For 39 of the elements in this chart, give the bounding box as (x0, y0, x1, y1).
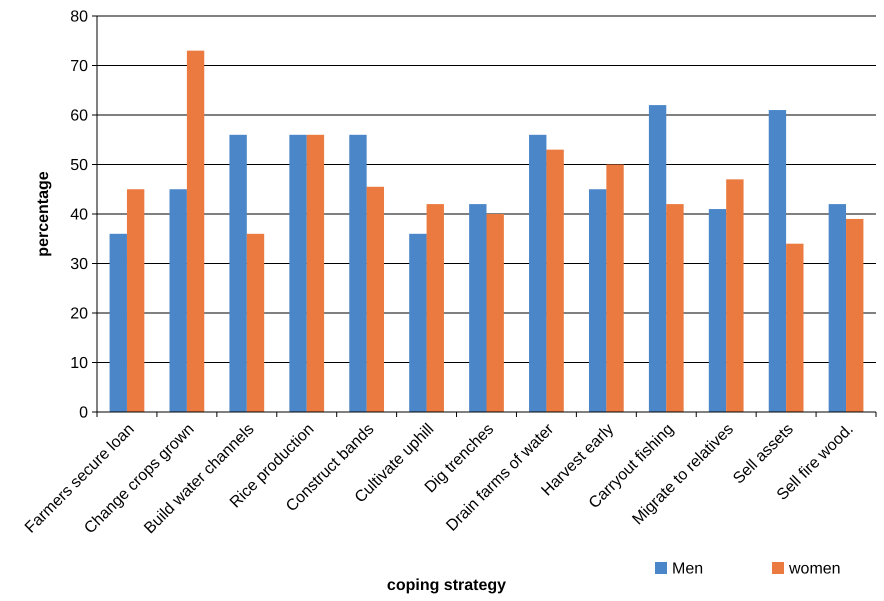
y-axis-title: percentage (35, 171, 52, 257)
bar (529, 134, 546, 412)
y-tick-label: 60 (70, 108, 88, 125)
y-tick-label: 40 (70, 206, 88, 224)
y-tick-label: 80 (70, 8, 88, 26)
bar (828, 204, 846, 412)
bar (588, 189, 606, 412)
bar (229, 134, 247, 412)
y-tick-label: 50 (70, 157, 88, 174)
bar (666, 204, 684, 412)
bar (170, 189, 187, 412)
y-tick-label: 10 (70, 355, 88, 372)
bar (606, 164, 624, 412)
x-axis-title: coping strategy (386, 577, 506, 594)
bar (726, 179, 744, 412)
bar (708, 209, 726, 412)
bar (186, 50, 204, 412)
bar (426, 204, 444, 412)
bar (306, 134, 324, 412)
y-tick-label: 30 (70, 256, 88, 274)
bar (469, 204, 486, 412)
bar (126, 189, 144, 412)
bar (289, 134, 307, 412)
bar (110, 234, 127, 412)
y-tick-label: 0 (79, 404, 88, 422)
legend-label: women (788, 560, 841, 578)
legend-label: Men (672, 560, 704, 578)
bar (409, 234, 427, 412)
bar (349, 134, 367, 412)
y-tick-label: 20 (70, 306, 88, 323)
bar (546, 150, 564, 412)
bar (366, 186, 384, 412)
bar (246, 234, 264, 412)
y-tick-label: 70 (70, 58, 88, 76)
bar (648, 105, 666, 412)
bar (486, 214, 504, 412)
bar (768, 110, 786, 412)
bar (786, 244, 804, 412)
bar (846, 218, 864, 412)
